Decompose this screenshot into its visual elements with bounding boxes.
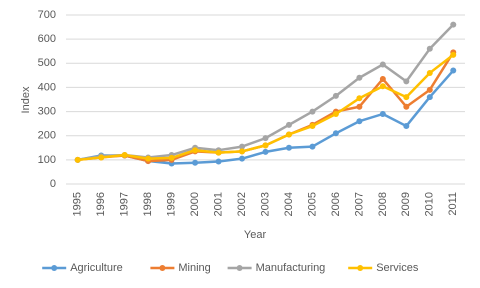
legend-marker [51,265,58,271]
legend-marker [357,265,364,271]
x-tick-label: 2009 [400,192,412,216]
point [192,147,199,154]
point [239,148,246,155]
point [403,94,410,101]
point [285,131,292,138]
point [309,123,316,130]
y-axis-label: Index [20,86,32,113]
point [168,154,175,161]
y-tick-label: 500 [38,57,56,69]
point [98,154,105,161]
point [332,110,339,117]
legend-label: Agriculture [70,262,123,274]
y-tick-label: 0 [50,178,56,190]
x-tick-label: 2003 [259,192,271,216]
point [356,95,363,102]
point [426,86,433,93]
point [74,156,81,163]
point [379,83,386,90]
point [356,103,363,110]
point [379,110,386,117]
y-tick-label: 600 [38,33,56,45]
point [121,152,128,159]
point [309,143,316,150]
point [379,61,386,68]
y-tick-label: 700 [38,9,56,21]
x-tick-label: 1996 [95,192,107,216]
point [192,159,199,166]
y-tick-label: 400 [38,81,56,93]
point [450,67,457,74]
x-tick-label: 1997 [119,192,131,216]
point [426,69,433,76]
x-axis-label: Year [244,229,267,241]
legend-label: Mining [178,262,210,274]
point [262,142,269,149]
legend-marker [236,265,243,271]
point [332,92,339,99]
point [239,155,246,162]
point [285,144,292,151]
x-tick-label: 2002 [236,192,248,216]
point [426,94,433,101]
point [215,149,222,156]
x-tick-label: 2011 [447,192,459,216]
point [262,148,269,155]
x-tick-label: 2007 [353,192,365,216]
x-tick-label: 2010 [424,192,436,216]
legend-label: Services [376,262,419,274]
legend-marker [159,265,166,271]
x-tick-label: 1999 [166,192,178,216]
point [403,103,410,110]
y-tick-label: 300 [38,105,56,117]
point [332,130,339,137]
point [450,51,457,58]
point [356,118,363,125]
y-tick-label: 200 [38,130,56,142]
x-tick-label: 2008 [377,192,389,216]
point [145,155,152,162]
x-tick-label: 2000 [189,192,201,216]
point [403,78,410,85]
legend-label: Manufacturing [256,262,326,274]
point [403,123,410,130]
point [239,143,246,150]
point [285,121,292,128]
x-tick-label: 2004 [283,192,295,216]
point [356,74,363,81]
x-tick-label: 2006 [330,192,342,216]
point [215,158,222,165]
point [262,135,269,142]
x-tick-label: 1995 [72,192,84,216]
x-tick-label: 1998 [142,192,154,216]
y-tick-label: 100 [38,154,56,166]
point [379,75,386,82]
x-tick-label: 2001 [212,192,224,216]
point [309,108,316,115]
point [426,45,433,52]
x-tick-label: 2005 [306,192,318,216]
point [450,21,457,28]
